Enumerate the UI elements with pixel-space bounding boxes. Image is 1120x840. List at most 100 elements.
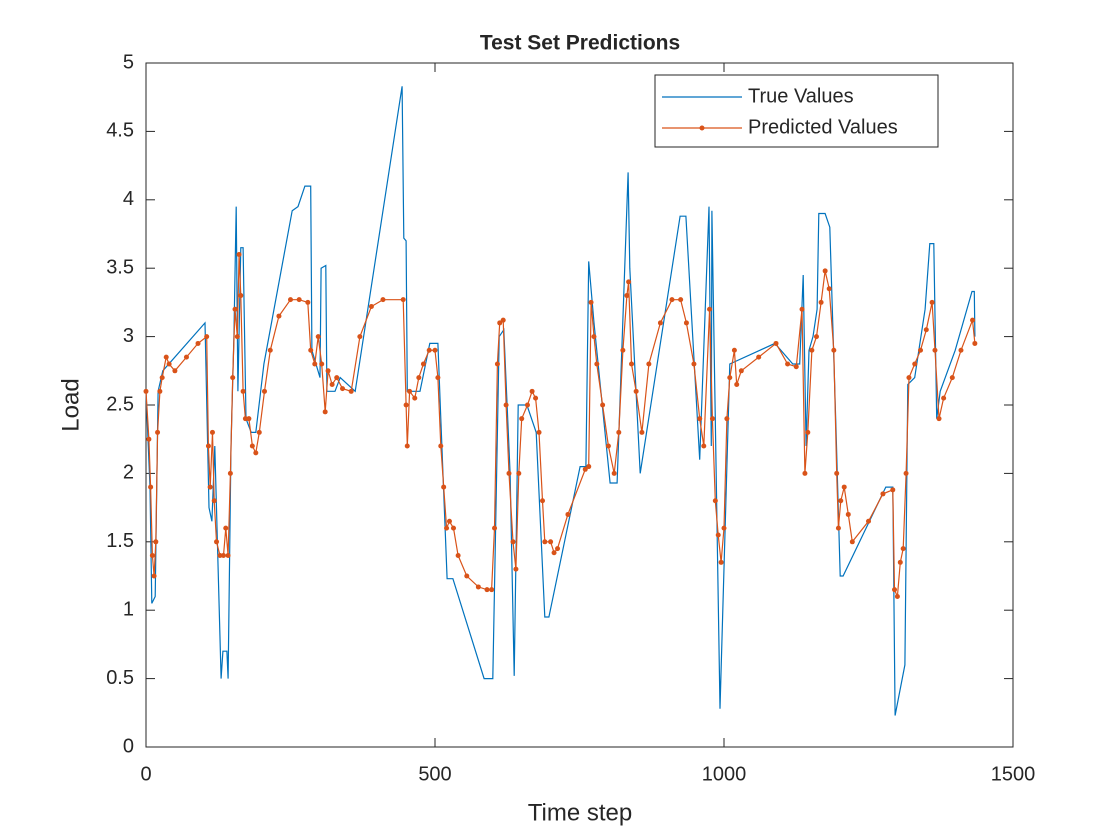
point-marker — [240, 388, 246, 394]
point-marker — [242, 416, 248, 422]
point-marker — [936, 416, 942, 422]
point-marker — [214, 539, 220, 545]
point-marker — [724, 416, 730, 422]
point-marker — [225, 552, 231, 558]
point-marker — [866, 518, 871, 524]
point-marker — [805, 429, 811, 435]
point-marker — [586, 464, 592, 470]
point-marker — [400, 297, 406, 303]
point-marker — [555, 546, 561, 552]
point-marker — [223, 525, 229, 531]
point-marker — [616, 429, 622, 435]
point-marker — [958, 347, 964, 353]
point-marker — [319, 361, 325, 367]
point-marker — [438, 443, 444, 449]
point-marker — [890, 487, 896, 493]
point-marker — [849, 539, 855, 545]
point-marker — [484, 587, 490, 593]
point-marker — [727, 375, 733, 381]
y-tick-label: 0 — [123, 735, 134, 757]
point-marker — [249, 443, 255, 449]
x-tick-label: 1500 — [991, 763, 1036, 785]
point-marker — [906, 375, 912, 381]
point-marker — [211, 498, 217, 504]
point-marker — [809, 347, 815, 353]
point-marker — [718, 559, 724, 565]
point-marker — [712, 498, 718, 504]
point-marker — [799, 306, 805, 312]
point-marker — [329, 381, 335, 387]
point-marker — [633, 388, 639, 394]
point-marker — [524, 402, 530, 408]
point-marker — [540, 498, 546, 504]
point-marker — [412, 395, 418, 401]
point-marker — [435, 375, 441, 381]
point-marker — [305, 299, 311, 305]
point-marker — [697, 416, 703, 422]
point-marker — [894, 594, 900, 600]
point-marker — [669, 297, 675, 303]
legend-marker — [699, 125, 705, 131]
point-marker — [678, 297, 684, 303]
point-marker — [368, 304, 374, 310]
point-marker — [334, 375, 340, 381]
legend-label: True Values — [748, 85, 854, 107]
point-marker — [639, 429, 645, 435]
point-marker — [721, 525, 727, 531]
point-marker — [455, 552, 461, 558]
point-marker — [542, 539, 548, 545]
y-tick-label: 1 — [123, 598, 134, 620]
point-marker — [475, 584, 481, 590]
point-marker — [591, 334, 597, 340]
point-marker — [970, 317, 976, 323]
point-marker — [234, 334, 240, 340]
series-line — [145, 254, 976, 597]
point-marker — [785, 361, 791, 367]
point-marker — [157, 388, 163, 394]
chart-title: Test Set Predictions — [480, 32, 680, 55]
point-marker — [822, 268, 828, 274]
x-axis-label: Time step — [528, 799, 632, 826]
y-tick-label: 2 — [123, 462, 134, 484]
point-marker — [340, 386, 346, 392]
point-marker — [629, 361, 635, 367]
point-marker — [276, 313, 282, 319]
point-marker — [734, 381, 740, 387]
point-marker — [325, 368, 331, 374]
point-marker — [288, 297, 293, 303]
point-marker — [657, 320, 663, 326]
point-marker — [897, 559, 903, 565]
point-marker — [153, 539, 159, 545]
point-marker — [159, 375, 165, 381]
point-marker — [513, 566, 519, 572]
point-marker — [506, 470, 512, 476]
point-marker — [315, 334, 321, 340]
point-marker — [426, 347, 432, 353]
point-marker — [236, 252, 242, 258]
point-marker — [296, 297, 302, 303]
point-marker — [756, 354, 762, 360]
point-marker — [802, 470, 808, 476]
point-marker — [600, 402, 606, 408]
point-marker — [220, 552, 226, 558]
point-marker — [151, 573, 157, 579]
point-marker — [148, 484, 154, 490]
legend-box — [654, 74, 939, 148]
point-marker — [912, 361, 918, 367]
point-marker — [932, 347, 938, 353]
point-marker — [494, 361, 500, 367]
point-marker — [605, 443, 611, 449]
point-marker — [731, 347, 737, 353]
y-tick-label: 3 — [123, 325, 134, 347]
point-marker — [492, 525, 498, 531]
point-marker — [420, 361, 426, 367]
point-marker — [267, 347, 273, 353]
point-marker — [172, 368, 178, 374]
point-marker — [533, 395, 539, 401]
point-marker — [407, 388, 413, 394]
point-marker — [348, 388, 354, 394]
y-tick-label: 5 — [123, 51, 134, 73]
point-marker — [403, 402, 409, 408]
point-marker — [831, 347, 837, 353]
